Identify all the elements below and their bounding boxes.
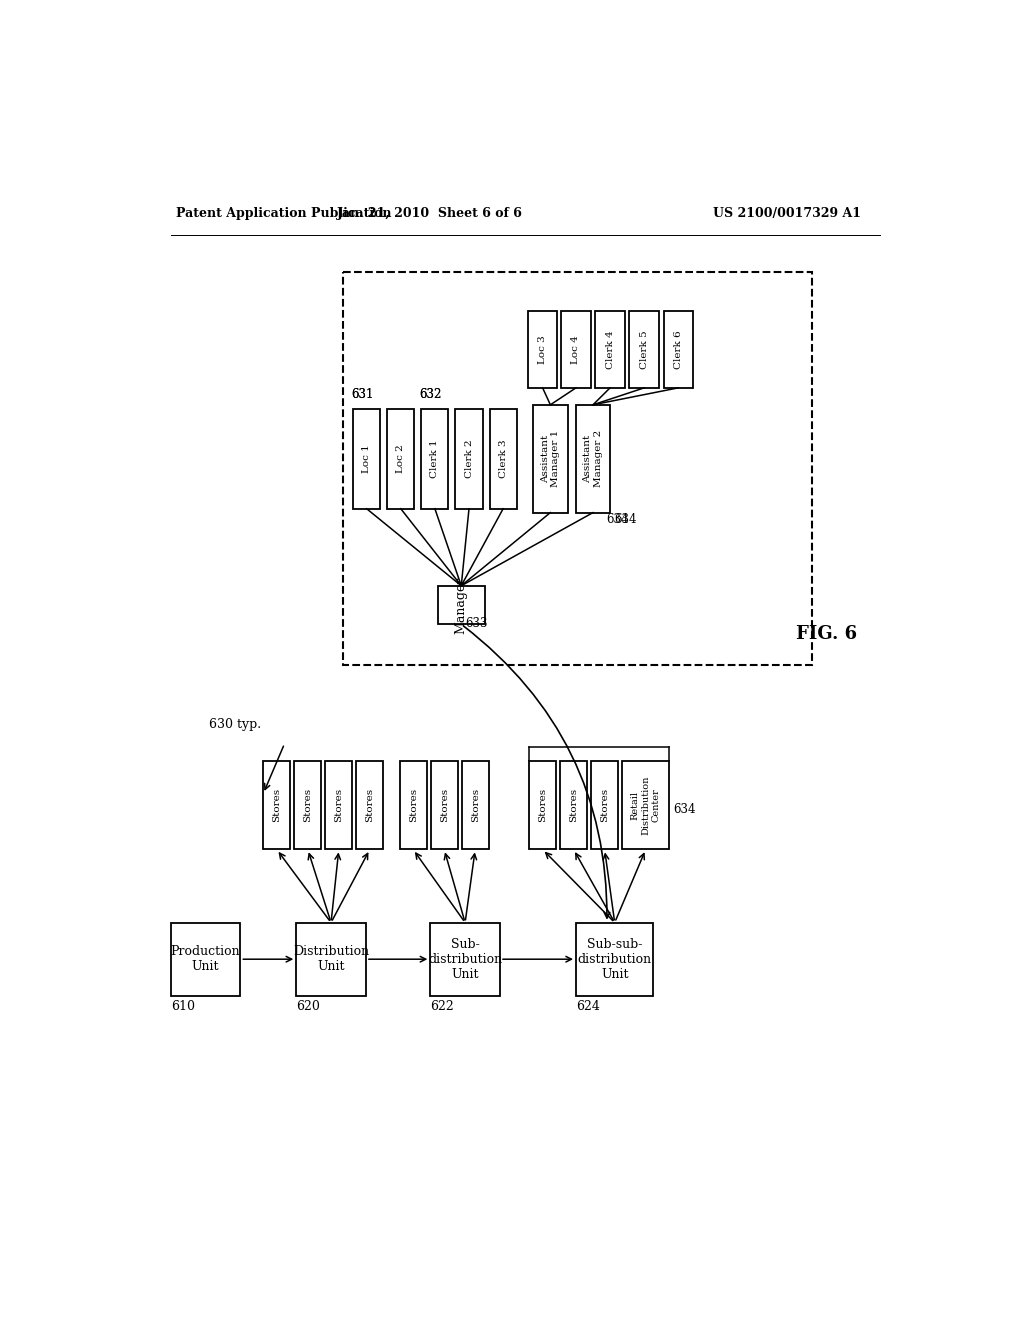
Bar: [387, 409, 415, 508]
Text: 622: 622: [430, 999, 454, 1012]
Text: Manager: Manager: [455, 577, 468, 634]
Text: Jan. 21, 2010  Sheet 6 of 6: Jan. 21, 2010 Sheet 6 of 6: [337, 207, 523, 220]
Text: Loc 3: Loc 3: [539, 335, 547, 364]
Text: Patent Application Publication: Patent Application Publication: [176, 207, 391, 220]
Bar: [532, 405, 568, 512]
Text: 634: 634: [614, 513, 637, 527]
Bar: [591, 760, 618, 850]
Text: 634: 634: [606, 513, 629, 527]
Text: 634: 634: [673, 803, 695, 816]
Text: Distribution
Unit: Distribution Unit: [293, 945, 369, 973]
Text: Stores: Stores: [366, 788, 375, 822]
Bar: [664, 312, 693, 388]
Text: Clerk 4: Clerk 4: [605, 330, 614, 368]
Text: Loc 1: Loc 1: [362, 445, 372, 473]
Bar: [575, 405, 610, 512]
Text: 632: 632: [419, 388, 441, 401]
Text: Loc 2: Loc 2: [396, 445, 406, 473]
Bar: [438, 586, 484, 624]
Text: Stores: Stores: [600, 788, 609, 822]
Text: Production
Unit: Production Unit: [171, 945, 241, 973]
Bar: [529, 760, 556, 850]
Bar: [171, 923, 241, 995]
Text: Stores: Stores: [303, 788, 312, 822]
Text: 631: 631: [351, 388, 373, 401]
Bar: [294, 760, 322, 850]
Bar: [356, 760, 383, 850]
Text: Clerk 3: Clerk 3: [499, 440, 508, 478]
Text: Stores: Stores: [539, 788, 547, 822]
Bar: [399, 760, 427, 850]
Text: FIG. 6: FIG. 6: [796, 626, 857, 643]
Bar: [489, 409, 517, 508]
Text: Loc 4: Loc 4: [571, 335, 581, 364]
Bar: [326, 760, 352, 850]
Bar: [343, 272, 812, 665]
Text: 630 typ.: 630 typ.: [209, 718, 261, 731]
Text: Stores: Stores: [409, 788, 418, 822]
Text: 624: 624: [575, 999, 600, 1012]
Text: Clerk 2: Clerk 2: [465, 440, 473, 478]
Text: 632: 632: [419, 388, 441, 401]
Bar: [528, 312, 557, 388]
Text: Sub-sub-
distribution
Unit: Sub-sub- distribution Unit: [578, 937, 651, 981]
Bar: [630, 312, 658, 388]
Text: Stores: Stores: [439, 788, 449, 822]
Text: Stores: Stores: [471, 788, 479, 822]
Bar: [263, 760, 291, 850]
Text: Stores: Stores: [272, 788, 282, 822]
Bar: [575, 923, 653, 995]
Text: Assistant
Manager 1: Assistant Manager 1: [541, 430, 560, 487]
Bar: [431, 760, 458, 850]
Text: Stores: Stores: [569, 788, 579, 822]
Text: 610: 610: [171, 999, 195, 1012]
Bar: [430, 923, 500, 995]
Text: US 2100/0017329 A1: US 2100/0017329 A1: [713, 207, 861, 220]
Bar: [462, 760, 488, 850]
Text: Clerk 1: Clerk 1: [430, 440, 439, 478]
Text: 633: 633: [465, 616, 487, 630]
Bar: [421, 409, 449, 508]
Text: 620: 620: [296, 999, 321, 1012]
Text: Retail
Distribution
Center: Retail Distribution Center: [631, 776, 660, 834]
Bar: [560, 760, 587, 850]
Text: Assistant
Manager 2: Assistant Manager 2: [584, 430, 603, 487]
Text: Clerk 6: Clerk 6: [674, 330, 683, 368]
Text: Sub-
distribution
Unit: Sub- distribution Unit: [428, 937, 502, 981]
Bar: [623, 760, 669, 850]
Text: 631: 631: [351, 388, 373, 401]
Bar: [595, 312, 625, 388]
Text: Stores: Stores: [334, 788, 343, 822]
Bar: [353, 409, 380, 508]
Bar: [561, 312, 591, 388]
Bar: [296, 923, 366, 995]
Text: Clerk 5: Clerk 5: [640, 330, 648, 368]
Bar: [456, 409, 482, 508]
